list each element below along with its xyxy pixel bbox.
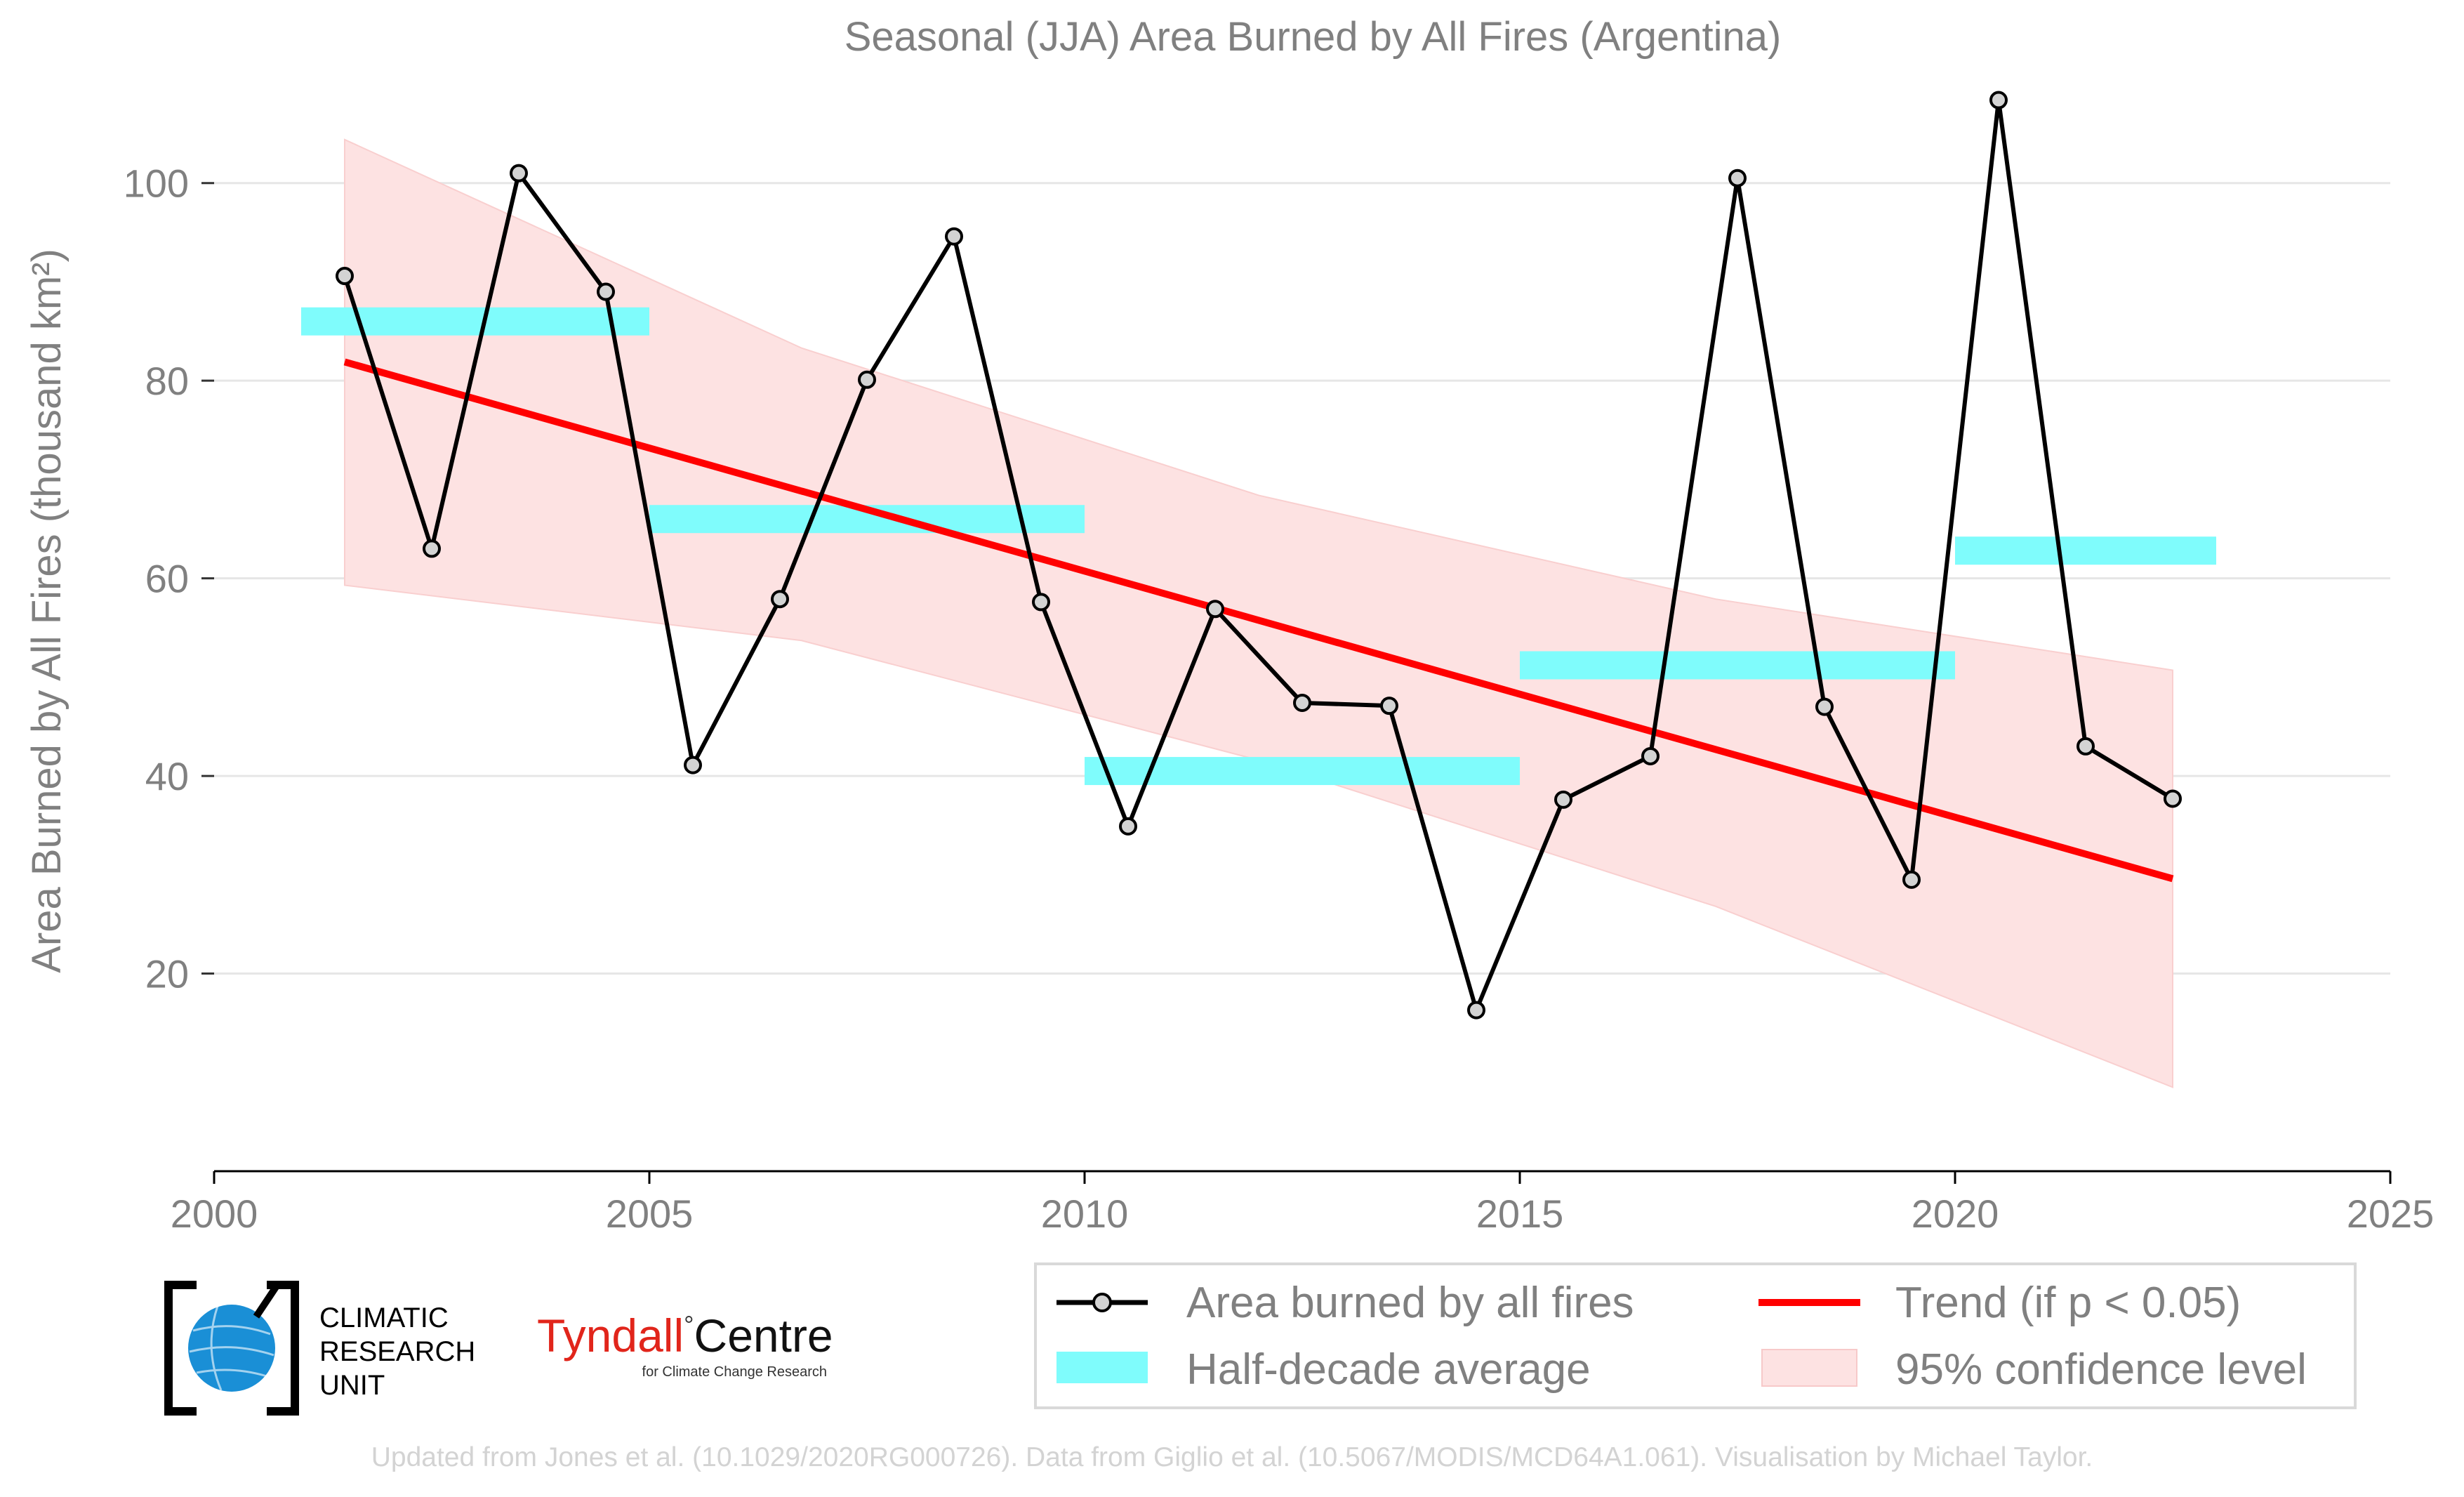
cru-logo: CLIMATIC RESEARCH UNIT (164, 1281, 475, 1416)
legend-label-half-decade: Half-decade average (1186, 1345, 1591, 1394)
half-decade-bar-4 (1955, 536, 2216, 565)
data-point-6 (858, 370, 876, 389)
x-tick-label-2005: 2005 (606, 1192, 694, 1236)
tyndall-degree: ° (684, 1310, 694, 1339)
credit-text: Updated from Jones et al. (10.1029/2020R… (371, 1442, 2093, 1472)
chart-title: Seasonal (JJA) Area Burned by All Fires … (844, 14, 1782, 60)
y-ticks: 20 40 60 80 100 (124, 161, 214, 996)
legend-swatch-confidence (1761, 1349, 1857, 1387)
cru-text-line2: RESEARCH (319, 1336, 475, 1367)
legend-marker-area-burned (1092, 1293, 1112, 1312)
legend: Area burned by all fires Trend (if p < 0… (1034, 1262, 2357, 1409)
area-burned-line (343, 98, 2174, 1013)
data-point-2 (510, 164, 528, 183)
data-point-9 (1119, 817, 1137, 836)
data-point-5 (771, 590, 789, 609)
legend-label-area-burned: Area burned by all fires (1186, 1279, 1634, 1327)
tyndall-centre: Centre (694, 1310, 833, 1361)
data-point-19 (1989, 91, 2008, 110)
data-point-17 (1815, 697, 1834, 716)
data-point-12 (1380, 697, 1398, 715)
x-ticks: 2000 2005 2010 2015 2020 2025 (171, 1171, 2435, 1236)
tyndall-subtitle: for Climate Change Research (642, 1364, 827, 1380)
trend-layer (343, 358, 2174, 883)
half-decade-bar-3 (1520, 651, 1955, 680)
legend-label-confidence: 95% confidence level (1895, 1345, 2307, 1394)
x-tick-label-2025: 2025 (2347, 1192, 2435, 1236)
data-point-0 (336, 267, 354, 286)
data-point-18 (1902, 870, 1921, 889)
cru-text-line1: CLIMATIC (319, 1303, 449, 1333)
data-point-8 (1032, 593, 1050, 612)
trend-line (343, 358, 2174, 883)
data-point-13 (1467, 1001, 1485, 1020)
y-tick-label-20: 20 (145, 952, 189, 996)
cru-text-line3: UNIT (319, 1370, 385, 1401)
cru-logo-frame (164, 1281, 299, 1416)
legend-box (1034, 1262, 2357, 1409)
half-decade-bar-0 (301, 307, 649, 336)
data-point-4 (684, 756, 702, 774)
x-tick-label-2015: 2015 (1476, 1192, 1564, 1236)
cru-logo-slash (253, 1283, 281, 1319)
data-point-10 (1206, 600, 1224, 619)
data-point-14 (1554, 790, 1572, 809)
data-point-20 (2076, 737, 2095, 756)
tyndall-logo-text: Tyndall°Centre (537, 1310, 833, 1361)
x-tick-label-2000: 2000 (171, 1192, 258, 1236)
data-point-3 (597, 282, 615, 301)
y-axis-label: Area Burned by All Fires (thousand km²) (24, 249, 69, 973)
tyndall-logo: Tyndall°Centre for Climate Change Resear… (537, 1310, 833, 1380)
data-point-11 (1293, 693, 1311, 712)
data-point-16 (1728, 169, 1747, 187)
confidence-band-layer (344, 138, 2173, 1088)
y-tick-label-100: 100 (124, 161, 189, 206)
legend-label-trend: Trend (if p < 0.05) (1895, 1279, 2241, 1327)
tyndall-name: Tyndall (537, 1310, 684, 1361)
y-tick-label-80: 80 (145, 359, 189, 403)
cru-globe-lines (189, 1305, 274, 1391)
half-decade-layer (301, 307, 2216, 786)
data-point-7 (945, 227, 963, 246)
x-tick-label-2010: 2010 (1041, 1192, 1129, 1236)
data-point-15 (1641, 746, 1660, 765)
legend-swatch-half-decade (1057, 1352, 1148, 1383)
series-layer (336, 91, 2182, 1020)
x-tick-label-2020: 2020 (1912, 1192, 1999, 1236)
y-tick-label-60: 60 (145, 557, 189, 601)
y-tick-label-40: 40 (145, 754, 189, 798)
half-decade-bar-2 (1085, 757, 1520, 786)
data-point-1 (423, 539, 441, 558)
data-point-21 (2164, 789, 2182, 808)
confidence-band (344, 138, 2173, 1088)
